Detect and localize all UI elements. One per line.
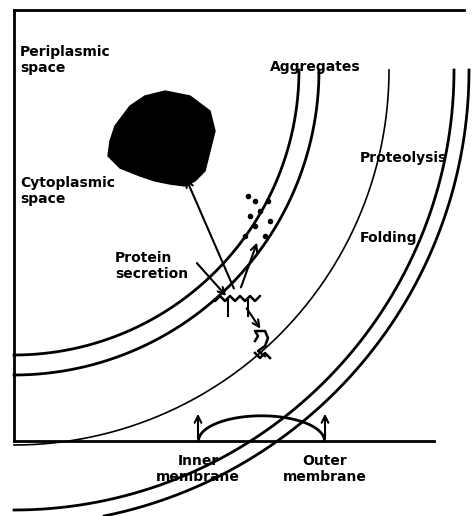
Text: Proteolysis: Proteolysis (360, 151, 447, 165)
Text: Outer
membrane: Outer membrane (283, 454, 367, 484)
Text: Protein
secretion: Protein secretion (115, 251, 188, 281)
Text: Periplasmic
space: Periplasmic space (20, 45, 111, 75)
Text: Cytoplasmic
space: Cytoplasmic space (20, 176, 115, 206)
Text: Folding: Folding (360, 231, 418, 245)
Polygon shape (108, 91, 215, 186)
Text: Inner
membrane: Inner membrane (156, 454, 240, 484)
Text: Aggregates: Aggregates (270, 60, 361, 74)
